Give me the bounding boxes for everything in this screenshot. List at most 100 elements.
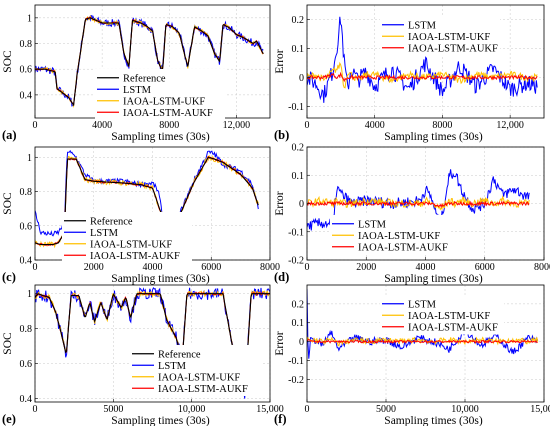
x-tick-label: 0: [305, 262, 310, 273]
y-tick-label: 0.1: [292, 44, 305, 55]
series-line-iaoa-lstm-aukf: [307, 200, 530, 209]
legend-label-iaoa-lstm-aukf: IAOA-LSTM-AUKF: [408, 322, 498, 333]
x-tick-label: 0: [305, 120, 310, 131]
legend-label-lstm: LSTM: [408, 20, 437, 31]
x-tick-label: 4000: [416, 262, 436, 273]
panel-label: (e): [2, 412, 16, 426]
x-axis-label: Sampling times (30s): [384, 131, 483, 143]
x-tick-label: 10,000: [451, 404, 479, 415]
y-tick-label: 0.8: [20, 324, 33, 335]
y-tick-label: 0.6: [20, 221, 33, 232]
y-tick-label: -0.1: [288, 102, 304, 113]
y-tick-label: 0: [299, 199, 304, 210]
legend-label-lstm: LSTM: [158, 361, 187, 372]
x-tick-label: 15,000: [530, 404, 550, 415]
y-tick-label: 1: [27, 13, 32, 24]
x-tick-label: 12,000: [223, 120, 251, 131]
series-line-reference: [35, 17, 264, 107]
x-tick-label: 4000: [143, 262, 163, 273]
panel-label: (b): [274, 128, 289, 142]
panel-label: (a): [2, 128, 17, 142]
x-tick-label: 2000: [84, 262, 104, 273]
x-axis-label: Sampling times (30s): [111, 131, 210, 143]
panel-label: (c): [2, 270, 16, 284]
legend-label-lstm: LSTM: [408, 299, 437, 310]
legend-label-iaoa-lstm-ukf: IAOA-LSTM-UKF: [408, 311, 490, 322]
x-tick-label: 12,000: [496, 120, 524, 131]
series-line-iaoa-lstm-aukf: [307, 338, 538, 344]
panel-a: 0 4000 8000 12,000 0.4 0.6 0.8 1 Sampling times …: [2, 4, 271, 143]
x-tick-label: 0: [33, 262, 38, 273]
y-axis-label: SOC: [2, 332, 14, 355]
series-line-lstm: [35, 149, 259, 237]
plot-frame: [34, 284, 271, 403]
y-tick-label: 0: [299, 337, 304, 348]
x-tick-label: 0: [305, 404, 310, 415]
x-tick-label: 4000: [365, 120, 385, 131]
y-tick-label: 0.4: [20, 256, 33, 267]
y-tick-label: 0.8: [20, 39, 33, 50]
legend-label-lstm: LSTM: [90, 228, 119, 239]
y-axis-label: Error: [274, 331, 286, 355]
y-tick-label: 0.8: [20, 187, 33, 198]
legend-label-reference: Reference: [90, 216, 133, 227]
y-tick-label: 0.1: [292, 171, 305, 182]
x-axis-label: Sampling times (30s): [384, 415, 483, 426]
x-tick-label: 8000: [159, 120, 179, 131]
y-tick-label: 1: [27, 289, 32, 300]
legend-label-iaoa-lstm-aukf: IAOA-LSTM-AUKF: [358, 242, 448, 253]
legend-label-iaoa-lstm-aukf: IAOA-LSTM-AUKF: [158, 384, 248, 395]
series-line-iaoa-lstm-ukf: [307, 194, 530, 211]
y-tick-label: -0.2: [288, 256, 304, 267]
legend-label-lstm: LSTM: [123, 85, 152, 96]
x-tick-label: 8000: [534, 262, 550, 273]
y-tick-label: -0.1: [288, 227, 304, 238]
x-tick-label: 0: [33, 120, 38, 131]
y-tick-label: -0.1: [288, 356, 304, 367]
legend-label-iaoa-lstm-aukf: IAOA-LSTM-AUKF: [123, 108, 213, 119]
y-tick-label: 0.6: [20, 359, 33, 370]
series-line-reference: [35, 293, 270, 393]
panel-label: (d): [274, 270, 289, 284]
x-tick-label: 6000: [475, 262, 495, 273]
y-axis-label: Error: [274, 191, 286, 215]
y-tick-label: 0.1: [292, 318, 305, 329]
y-tick-label: 0.6: [20, 65, 33, 76]
series-line-iaoa-lstm-aukf: [307, 71, 538, 83]
x-tick-label: 5000: [103, 404, 123, 415]
legend-label-iaoa-lstm-ukf: IAOA-LSTM-UKF: [90, 239, 172, 250]
x-tick-label: 2000: [356, 262, 376, 273]
x-tick-label: 6000: [201, 262, 221, 273]
panel-f: 0 5000 10,000 15,000 -0.2 -0.1 0 0.1 0.2 Sampling…: [274, 284, 550, 427]
x-tick-label: 0: [33, 404, 38, 415]
series-line-reference: [35, 156, 259, 246]
x-axis-label: Sampling times (30s): [111, 415, 210, 426]
panel-c: 0 2000 4000 6000 8000 0.4 0.6 0.8 1 Sampling time…: [2, 146, 280, 285]
legend-label-lstm: LSTM: [358, 219, 387, 230]
legend-label-iaoa-lstm-ukf: IAOA-LSTM-UKF: [158, 372, 240, 383]
x-axis-label: Sampling times (30s): [384, 273, 483, 285]
plot-frame: [306, 284, 545, 403]
y-tick-label: 0.2: [292, 143, 305, 154]
legend-label-iaoa-lstm-ukf: IAOA-LSTM-UKF: [123, 96, 205, 107]
panel-d: 0 2000 4000 6000 8000 -0.2 -0.1 0 0.1 0.2 Sampling…: [274, 143, 550, 286]
y-axis-label: Error: [274, 49, 286, 73]
y-tick-label: 0.2: [292, 15, 305, 26]
panel-label: (f): [274, 412, 287, 426]
x-tick-label: 10,000: [178, 404, 206, 415]
y-tick-label: 0.4: [20, 90, 33, 101]
x-tick-label: 8000: [260, 262, 280, 273]
x-tick-label: 15,000: [256, 404, 284, 415]
y-tick-label: 0: [299, 73, 304, 84]
legend-label-reference: Reference: [123, 73, 166, 84]
legend-label-iaoa-lstm-aukf: IAOA-LSTM-AUKF: [90, 251, 180, 262]
